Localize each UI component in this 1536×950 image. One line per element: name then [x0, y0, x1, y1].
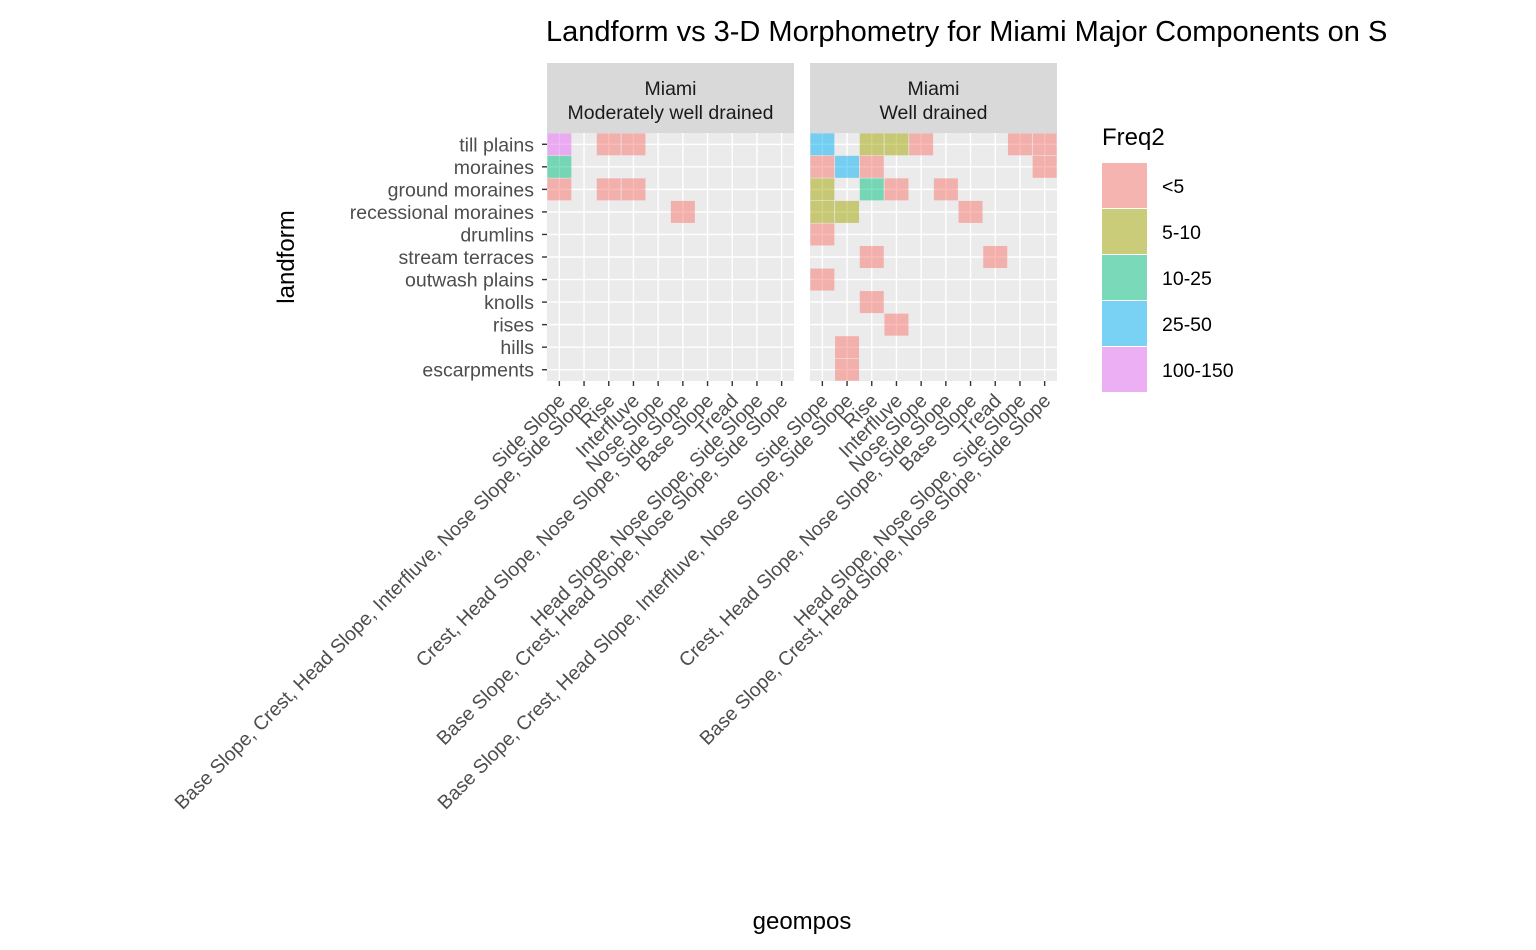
- heatmap-tile: [983, 246, 1008, 268]
- heatmap-tile: [621, 178, 646, 201]
- legend-label: 25-50: [1162, 314, 1212, 336]
- heatmap-tile: [1032, 133, 1057, 156]
- heatmap-tile: [909, 133, 934, 156]
- heatmap-tile: [835, 336, 860, 359]
- heatmap-tile: [810, 178, 835, 201]
- y-tick-label: till plains: [459, 134, 534, 156]
- legend-label: <5: [1162, 176, 1184, 198]
- heatmap-tile: [884, 178, 909, 201]
- facet-strip-label: Moderately well drained: [568, 102, 774, 124]
- legend-key-swatch: [1102, 209, 1147, 254]
- heatmap-tile: [810, 268, 835, 291]
- y-tick-label: escarpments: [422, 360, 534, 382]
- facet-strip-label: Well drained: [879, 102, 987, 124]
- heatmap-tile: [1032, 155, 1057, 178]
- y-tick-label: recessional moraines: [350, 202, 535, 224]
- heatmap-tile: [621, 133, 646, 156]
- heatmap-tile: [670, 200, 695, 223]
- facet-strip: [547, 63, 794, 133]
- heatmap-tile: [884, 313, 909, 336]
- heatmap-tile: [859, 246, 884, 268]
- y-tick-label: drumlins: [460, 224, 534, 246]
- heatmap-tile: [810, 223, 835, 246]
- legend-key-swatch: [1102, 301, 1147, 346]
- heatmap-tile: [547, 155, 572, 178]
- x-axis-title: geompos: [753, 908, 852, 935]
- heatmap-tile: [859, 155, 884, 178]
- heatmap-tile: [810, 200, 835, 223]
- legend-title: Freq2: [1102, 124, 1165, 151]
- heatmap-tile: [859, 291, 884, 314]
- heatmap-tile: [835, 358, 860, 381]
- x-tick-label: Base Slope, Crest, Head Slope, Interfluv…: [170, 390, 594, 814]
- legend-keys: <5 5-10 10-25 25-50 100-150: [1102, 163, 1234, 392]
- legend-key-swatch: [1102, 347, 1147, 392]
- facet-strip-label: Miami: [645, 78, 697, 100]
- y-tick-label: hills: [500, 337, 534, 359]
- legend-label: 5-10: [1162, 222, 1201, 244]
- y-tick-label: outwash plains: [405, 270, 534, 292]
- heatmap-tile: [835, 155, 860, 178]
- legend-key-swatch: [1102, 163, 1147, 208]
- heatmap-tile: [859, 133, 884, 156]
- legend: Freq2 <5 5-10 10-25 25-50 100-150: [1102, 124, 1234, 392]
- heatmap-tile: [547, 178, 572, 201]
- heatmap-tile: [958, 200, 983, 223]
- y-tick-label: moraines: [454, 157, 534, 179]
- y-tick-label: knolls: [484, 292, 534, 314]
- heatmap-tile: [933, 178, 958, 201]
- legend-key-swatch: [1102, 255, 1147, 300]
- y-tick-label: stream terraces: [399, 247, 535, 269]
- heatmap-tile: [547, 133, 572, 156]
- heatmap-tile: [596, 133, 621, 156]
- legend-label: 100-150: [1162, 360, 1234, 382]
- heatmap-tile: [835, 200, 860, 223]
- y-tick-label: ground moraines: [388, 179, 535, 201]
- heatmap-tile: [859, 178, 884, 201]
- facet-strip: [810, 63, 1057, 133]
- heatmap-tile: [884, 133, 909, 156]
- chart-title: Landform vs 3-D Morphometry for Miami Ma…: [546, 16, 1387, 48]
- heatmap-tile: [596, 178, 621, 201]
- heatmap-tile: [810, 133, 835, 156]
- heatmap-tile: [1007, 133, 1032, 156]
- y-axis-title: landform: [273, 210, 300, 303]
- y-tick-label: rises: [493, 315, 534, 337]
- legend-label: 10-25: [1162, 268, 1212, 290]
- facet-strip-label: Miami: [908, 78, 960, 100]
- heatmap-tile: [810, 155, 835, 178]
